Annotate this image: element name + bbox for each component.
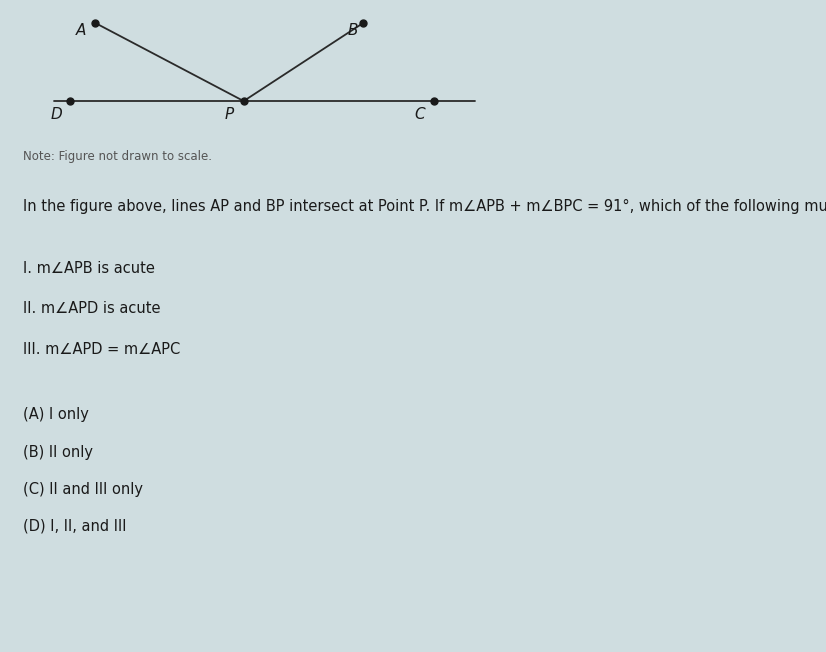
Text: (A) I only: (A) I only	[23, 408, 89, 422]
Text: B: B	[348, 23, 358, 38]
Text: (C) II and III only: (C) II and III only	[23, 482, 143, 497]
Text: (D) I, II, and III: (D) I, II, and III	[23, 519, 126, 534]
Text: D: D	[50, 106, 62, 122]
Text: II. m∠APD is acute: II. m∠APD is acute	[23, 301, 160, 316]
Text: III. m∠APD = m∠APC: III. m∠APD = m∠APC	[23, 342, 180, 357]
Text: I. m∠APB is acute: I. m∠APB is acute	[23, 261, 155, 276]
Text: P: P	[225, 106, 235, 122]
Text: A: A	[76, 23, 86, 38]
Text: C: C	[415, 106, 425, 122]
Text: (B) II only: (B) II only	[23, 445, 93, 460]
Text: Note: Figure not drawn to scale.: Note: Figure not drawn to scale.	[23, 150, 212, 163]
Text: In the figure above, lines AP and BP intersect at Point P. If m∠APB + m∠BPC = 91: In the figure above, lines AP and BP int…	[23, 199, 826, 214]
